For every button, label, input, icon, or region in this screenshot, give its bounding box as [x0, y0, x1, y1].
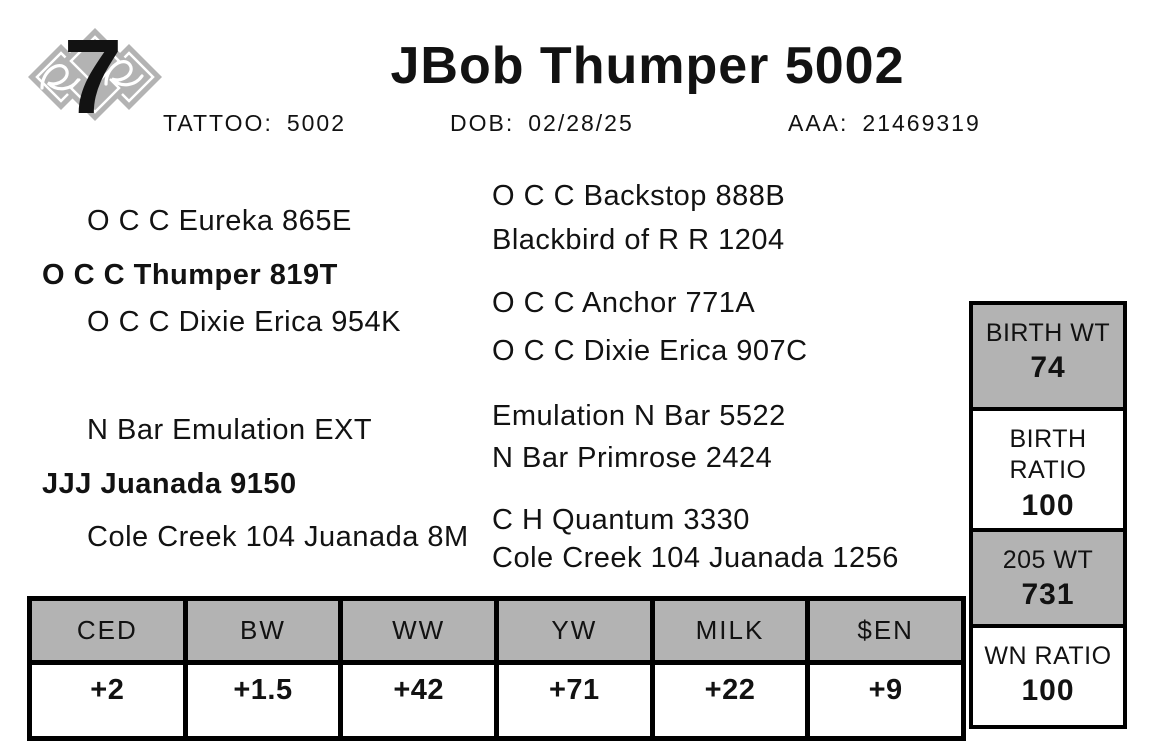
stat-value: 74: [1030, 351, 1066, 385]
dob-field: DOB: 02/28/25: [450, 110, 634, 137]
epd-value: +22: [654, 665, 806, 736]
stat-box-205-wt: 205 WT 731: [973, 532, 1123, 624]
stat-label: WN RATIO: [984, 642, 1112, 670]
epd-column-header: $EN: [810, 601, 961, 660]
pedigree-sire: O C C Thumper 819T: [42, 259, 338, 291]
stat-box-birth-wt: BIRTH WT 74: [973, 305, 1123, 407]
stat-label: BIRTH WT: [985, 319, 1111, 347]
epd-column-header: BW: [187, 601, 339, 660]
pedigree-sire-grandsire: O C C Eureka 865E: [87, 205, 352, 237]
animal-name-title: JBob Thumper 5002: [390, 37, 905, 95]
pedigree-ggparent: O C C Backstop 888B: [492, 180, 786, 212]
epd-value: +42: [343, 665, 494, 736]
stat-label: 205 WT: [1002, 546, 1094, 574]
tattoo-label: TATTOO:: [163, 110, 273, 136]
stat-value: 100: [1021, 674, 1075, 708]
dob-label: DOB:: [450, 110, 515, 136]
aaa-label: AAA:: [788, 110, 849, 136]
pedigree-sire-granddam: O C C Dixie Erica 954K: [87, 306, 401, 338]
pedigree-ggparent: Blackbird of R R 1204: [492, 224, 785, 256]
tattoo-field: TATTOO: 5002: [163, 110, 346, 137]
epd-column-header: YW: [499, 601, 650, 660]
pedigree-dam-grandsire: N Bar Emulation EXT: [87, 414, 373, 446]
epd-value: +71: [499, 665, 650, 736]
dob-value: 02/28/25: [528, 110, 634, 136]
pedigree-dam: JJJ Juanada 9150: [42, 468, 297, 500]
pedigree-ggparent: Cole Creek 104 Juanada 1256: [492, 542, 899, 574]
stat-box-wn-ratio: WN RATIO 100: [973, 628, 1123, 725]
pedigree-dam-granddam: Cole Creek 104 Juanada 8M: [87, 521, 469, 553]
pedigree-ggparent: Emulation N Bar 5522: [492, 400, 786, 432]
stat-label: BIRTH RATIO: [1009, 425, 1087, 485]
performance-stats-column: BIRTH WT 74 BIRTH RATIO 100 205 WT 731 W…: [969, 301, 1127, 729]
epd-column-header: MILK: [654, 601, 806, 660]
epd-value: +9: [810, 665, 961, 736]
epd-value: +2: [32, 665, 183, 736]
pedigree-ggparent: C H Quantum 3330: [492, 504, 750, 536]
stat-value: 731: [1021, 578, 1075, 612]
tattoo-value: 5002: [286, 110, 347, 136]
script-curl-icon: [40, 60, 144, 91]
aaa-value: 21469319: [862, 110, 981, 136]
epd-column-header: CED: [32, 601, 183, 660]
lot-badge: 7: [26, 18, 164, 136]
aaa-registration-field: AAA: 21469319: [788, 110, 981, 137]
pedigree-ggparent: O C C Anchor 771A: [492, 287, 756, 319]
pedigree-ggparent: O C C Dixie Erica 907C: [492, 335, 808, 367]
stat-box-birth-ratio: BIRTH RATIO 100: [973, 411, 1123, 528]
pedigree-ggparent: N Bar Primrose 2424: [492, 442, 773, 474]
epd-column-header: WW: [343, 601, 494, 660]
epd-table: CED BW WW YW MILK $EN +2 +1.5 +42 +71 +2…: [27, 596, 966, 741]
stat-value: 100: [1021, 488, 1075, 522]
diamond-brand-icon: 7: [28, 18, 162, 136]
lot-number: 7: [64, 24, 123, 126]
epd-value: +1.5: [187, 665, 339, 736]
